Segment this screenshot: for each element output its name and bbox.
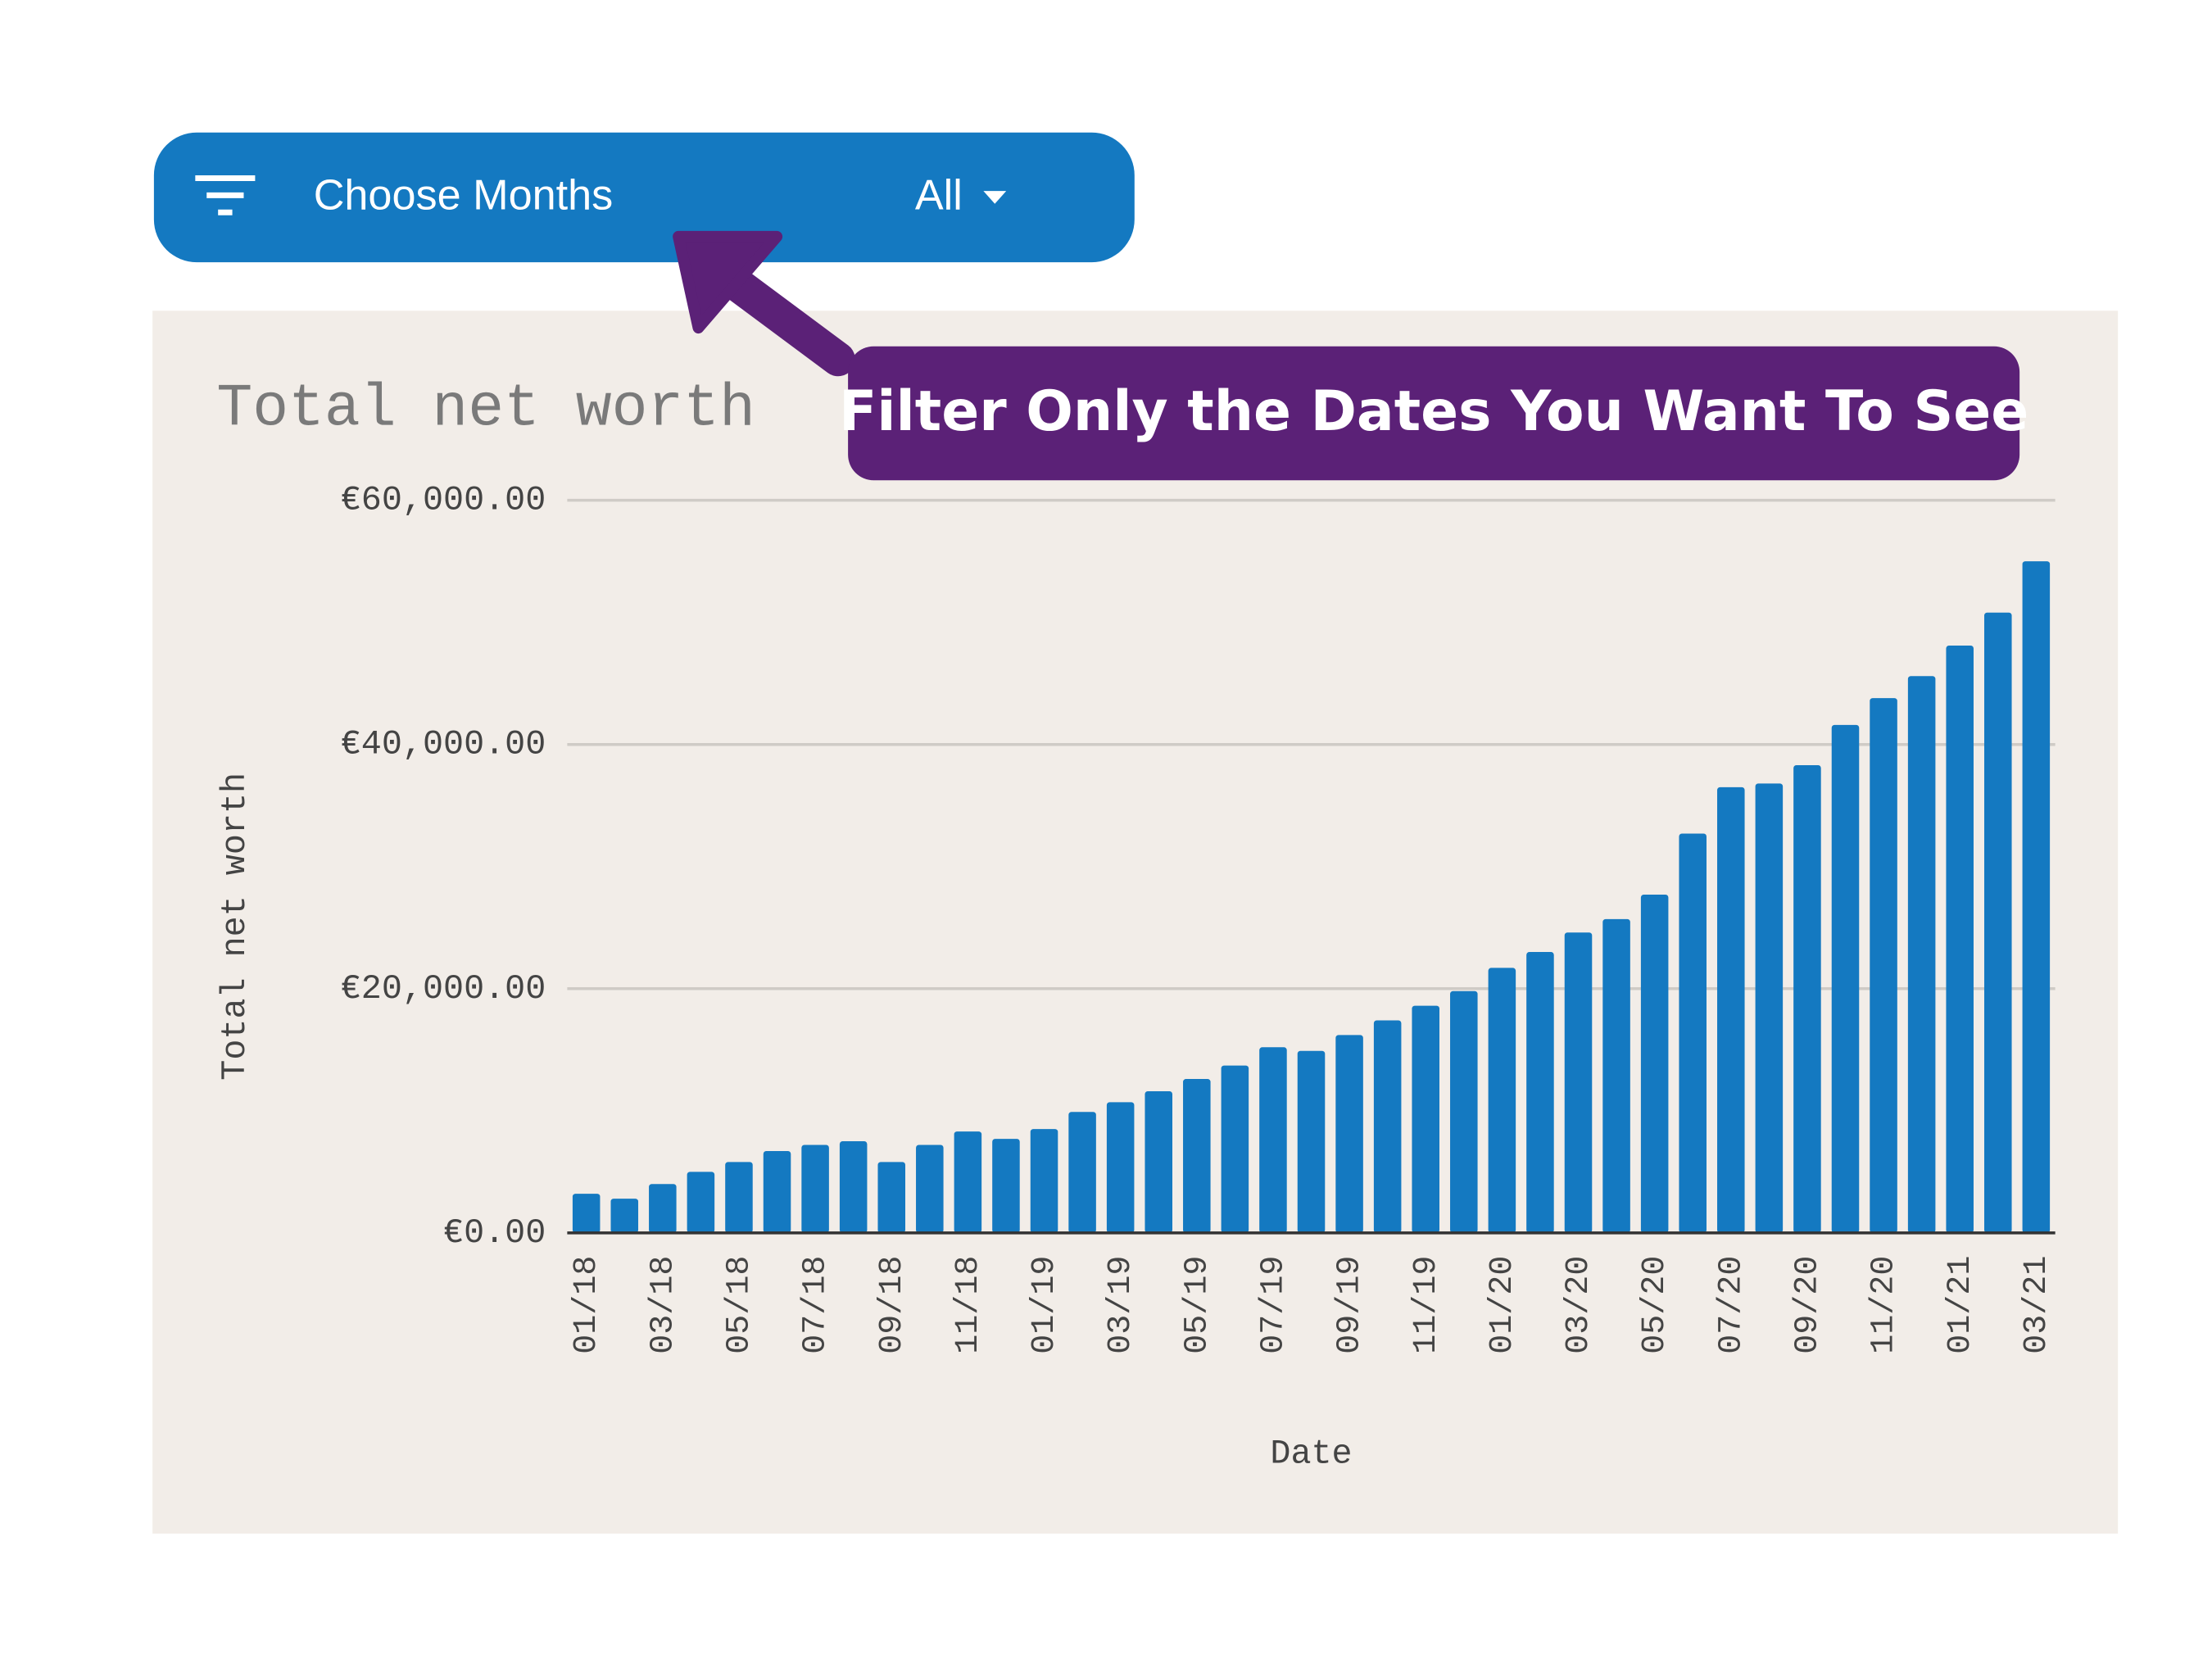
- x-tick-label: 09/20: [1789, 1256, 1826, 1354]
- bar: [992, 1139, 1020, 1233]
- bar: [1221, 1065, 1249, 1233]
- x-axis-label: Date: [1270, 1435, 1352, 1474]
- bar: [1717, 786, 1745, 1233]
- x-tick-label: 01/21: [1942, 1256, 1979, 1354]
- bar: [801, 1145, 829, 1233]
- bar: [1412, 1005, 1439, 1233]
- bar: [1640, 895, 1669, 1233]
- bar: [839, 1141, 868, 1233]
- bar: [1183, 1079, 1211, 1233]
- bar: [1870, 698, 1897, 1233]
- x-tick-label: 09/19: [1332, 1256, 1369, 1354]
- bar: [1373, 1020, 1402, 1233]
- filter-value[interactable]: All: [915, 172, 963, 220]
- bar: [1335, 1035, 1363, 1233]
- bar: [1106, 1102, 1135, 1233]
- bar: [1450, 990, 1478, 1233]
- plot: €0.00 €20,000.00 €40,000.00 €60,000.00 01/18…: [341, 481, 2056, 1354]
- bar: [649, 1184, 677, 1233]
- x-tick-label: 11/18: [950, 1256, 987, 1354]
- bar: [687, 1172, 715, 1233]
- y-tick-label: €60,000.00: [341, 481, 546, 520]
- bar: [1984, 612, 2012, 1233]
- annotation-text: Filter Only the Dates You Want To See: [839, 378, 2028, 443]
- bar: [877, 1162, 906, 1233]
- x-tick-label: 03/20: [1561, 1256, 1598, 1354]
- x-tick-label: 07/18: [798, 1256, 835, 1354]
- x-tick-label: 03/21: [2019, 1256, 2056, 1354]
- bar: [1068, 1112, 1096, 1233]
- bar: [610, 1199, 639, 1233]
- bar: [1755, 783, 1784, 1233]
- x-tick-label: 01/18: [569, 1256, 605, 1354]
- y-tick-label: €0.00: [443, 1213, 546, 1253]
- bar: [572, 1194, 601, 1233]
- bar: [763, 1150, 791, 1233]
- bar: [1145, 1090, 1172, 1233]
- x-tick-label: 03/18: [645, 1256, 682, 1354]
- filter-button[interactable]: Choose Months All: [153, 132, 1135, 263]
- x-tick-label: 01/20: [1484, 1256, 1521, 1354]
- bar: [1526, 952, 1554, 1233]
- chart-title: Total net worth: [216, 375, 755, 443]
- x-tick-label: 05/19: [1179, 1256, 1216, 1354]
- bar: [916, 1145, 944, 1233]
- bar: [1907, 676, 1936, 1233]
- x-tick-label: 05/18: [722, 1256, 759, 1354]
- y-axis-label: Total net worth: [215, 773, 255, 1081]
- x-tick-label: 07/19: [1256, 1256, 1293, 1354]
- bar: [725, 1162, 753, 1233]
- annotation-arrow: [673, 230, 855, 377]
- x-tick-label: 01/19: [1027, 1256, 1063, 1354]
- bar: [1030, 1129, 1058, 1233]
- x-tick-label: 07/20: [1713, 1256, 1750, 1354]
- y-tick-label: €20,000.00: [341, 969, 546, 1009]
- bar: [1831, 724, 1860, 1233]
- bar: [954, 1131, 982, 1233]
- bar: [1946, 645, 1974, 1233]
- filter-button-bg[interactable]: [153, 132, 1135, 263]
- dropdown-caret[interactable]: [983, 191, 1007, 204]
- chart-panel: [152, 310, 2119, 1534]
- bar: [1602, 918, 1630, 1233]
- x-tick-label: 11/20: [1866, 1256, 1903, 1354]
- bar: [1297, 1050, 1326, 1233]
- bar: [1793, 765, 1821, 1233]
- filter-icon: [195, 175, 256, 215]
- x-tick-label: 11/19: [1408, 1256, 1445, 1354]
- x-tick-label: 03/19: [1103, 1256, 1140, 1354]
- bar: [1259, 1047, 1287, 1233]
- bar: [1679, 833, 1707, 1233]
- y-tick-label: €40,000.00: [341, 725, 546, 764]
- x-tick-label: 05/20: [1637, 1256, 1674, 1354]
- bar: [1488, 968, 1516, 1233]
- annotation-box: [848, 346, 2020, 481]
- bar: [2022, 561, 2051, 1233]
- bar: [1564, 932, 1593, 1233]
- filter-label[interactable]: Choose Months: [314, 172, 614, 220]
- x-tick-label: 09/18: [874, 1256, 911, 1354]
